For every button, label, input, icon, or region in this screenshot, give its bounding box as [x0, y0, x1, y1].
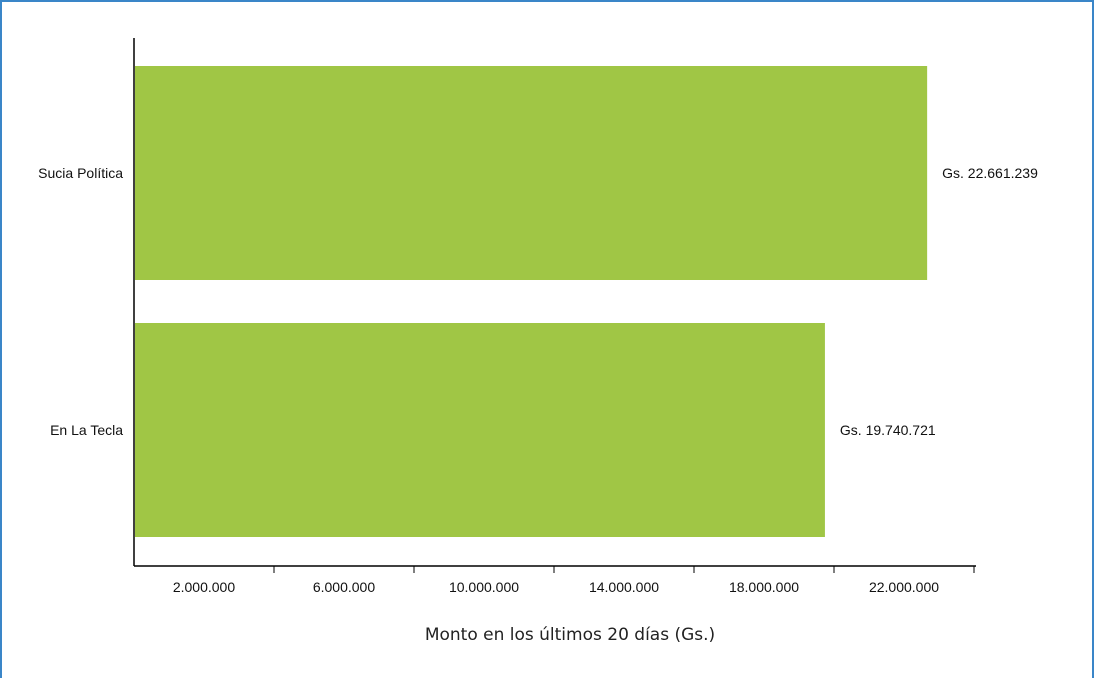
category-label-1: Sucia Política [38, 165, 123, 181]
x-tick-label-6: 22.000.000 [869, 579, 939, 595]
x-tick-label-1: 2.000.000 [173, 579, 235, 595]
bar-1 [135, 66, 928, 280]
x-axis-title: Monto en los últimos 20 días (Gs.) [425, 625, 715, 645]
ticks-layer: 2.000.000 6.000.000 10.000.000 14.000.000 18… [173, 566, 975, 595]
x-tick-label-2: 6.000.000 [313, 579, 375, 595]
labels-layer: Sucia Política Gs. 22.661.239 En La Tecla G… [38, 165, 1038, 438]
bars-layer [135, 66, 928, 537]
category-label-2: En La Tecla [50, 422, 123, 438]
x-tick-label-3: 10.000.000 [449, 579, 519, 595]
x-tick-label-5: 18.000.000 [729, 579, 799, 595]
x-tick-label-4: 14.000.000 [589, 579, 659, 595]
data-label-1: Gs. 22.661.239 [942, 165, 1038, 181]
data-label-2: Gs. 19.740.721 [840, 422, 936, 438]
bar-2 [135, 323, 825, 537]
